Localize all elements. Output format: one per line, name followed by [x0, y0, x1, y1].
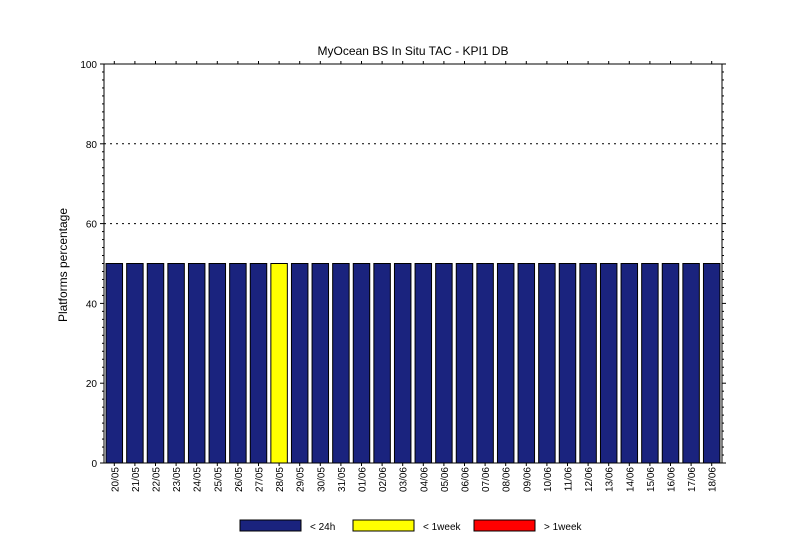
bar: [620, 263, 639, 464]
bar: [558, 263, 577, 464]
bar: [373, 263, 391, 464]
x-tick-label: 26/05: [234, 467, 245, 492]
bar: [496, 263, 515, 464]
x-tick-label: 14/06: [625, 467, 636, 492]
bar: [414, 263, 433, 464]
bar: [332, 263, 350, 464]
x-tick-label: 03/06: [399, 467, 410, 492]
x-tick-label: 06/06: [461, 467, 472, 492]
x-tick-label: 13/06: [605, 467, 616, 492]
bar: [476, 263, 494, 464]
bar: [682, 263, 700, 464]
y-tick-label: 100: [80, 60, 97, 71]
bar: [641, 263, 659, 464]
x-tick-label: 17/06: [687, 467, 698, 492]
y-tick-label: 60: [86, 220, 98, 231]
x-tick-label: 21/05: [131, 467, 142, 492]
bar: [702, 263, 721, 464]
bar: [126, 263, 144, 464]
bar: [249, 263, 268, 464]
bar: [599, 263, 618, 464]
x-tick-label: 01/06: [358, 467, 369, 492]
bar: [270, 263, 288, 464]
x-tick-label: 12/06: [584, 467, 595, 492]
x-tick-label: 18/06: [708, 467, 719, 492]
y-tick-label: 40: [86, 299, 98, 310]
x-tick-label: 07/06: [481, 467, 492, 492]
x-tick-label: 23/05: [172, 467, 183, 492]
legend-label: < 1week: [423, 522, 462, 533]
bar: [352, 263, 371, 464]
bar: [579, 263, 597, 464]
x-tick-label: 31/05: [337, 467, 348, 492]
x-tick-label: 15/06: [646, 467, 657, 492]
chart-title: MyOcean BS In Situ TAC - KPI1 DB: [318, 44, 509, 58]
x-tick-label: 05/06: [440, 467, 451, 492]
x-tick-label: 25/05: [213, 467, 224, 492]
x-tick-label: 30/05: [316, 467, 327, 492]
bar: [661, 263, 680, 464]
x-tick-label: 29/05: [296, 467, 307, 492]
x-tick-label: 09/06: [522, 467, 533, 492]
x-tick-label: 16/06: [667, 467, 678, 492]
legend-swatch: [239, 519, 302, 532]
bar: [517, 263, 536, 464]
bar: [146, 263, 165, 464]
y-axis-label: Platforms percentage: [56, 208, 70, 322]
bar: [393, 263, 412, 464]
bar: [290, 263, 309, 464]
legend: < 24h < 1week > 1week: [239, 519, 583, 533]
x-tick-label: 27/05: [255, 467, 266, 492]
legend-label: > 1week: [544, 522, 583, 533]
legend-swatch: [473, 519, 536, 532]
legend-label: < 24h: [310, 522, 335, 533]
bar: [435, 263, 453, 464]
legend-swatch: [352, 519, 415, 532]
x-tick-label: 11/06: [564, 467, 575, 492]
x-tick-label: 28/05: [275, 467, 286, 492]
bar: [187, 263, 206, 464]
bar: [208, 263, 227, 464]
x-tick-label: 08/06: [502, 467, 513, 492]
bar: [229, 263, 247, 464]
y-tick-label: 80: [86, 140, 98, 151]
bar: [105, 263, 124, 464]
x-tick-label: 22/05: [152, 467, 163, 492]
x-tick-label: 10/06: [543, 467, 554, 492]
bar: [455, 263, 474, 464]
bar: [311, 263, 330, 464]
y-tick-label: 0: [91, 459, 97, 470]
y-tick-label: 20: [86, 379, 98, 390]
x-tick-label: 24/05: [193, 467, 204, 492]
plot-area: 0 20 40 60 80 100 20/05 21/05 22/05 23/05 24/05 25/…: [80, 60, 726, 492]
bar: [538, 263, 556, 464]
x-tick-label: 02/06: [378, 467, 389, 492]
x-tick-label: 04/06: [419, 467, 430, 492]
bar: [167, 263, 185, 464]
x-tick-label: 20/05: [110, 467, 121, 492]
